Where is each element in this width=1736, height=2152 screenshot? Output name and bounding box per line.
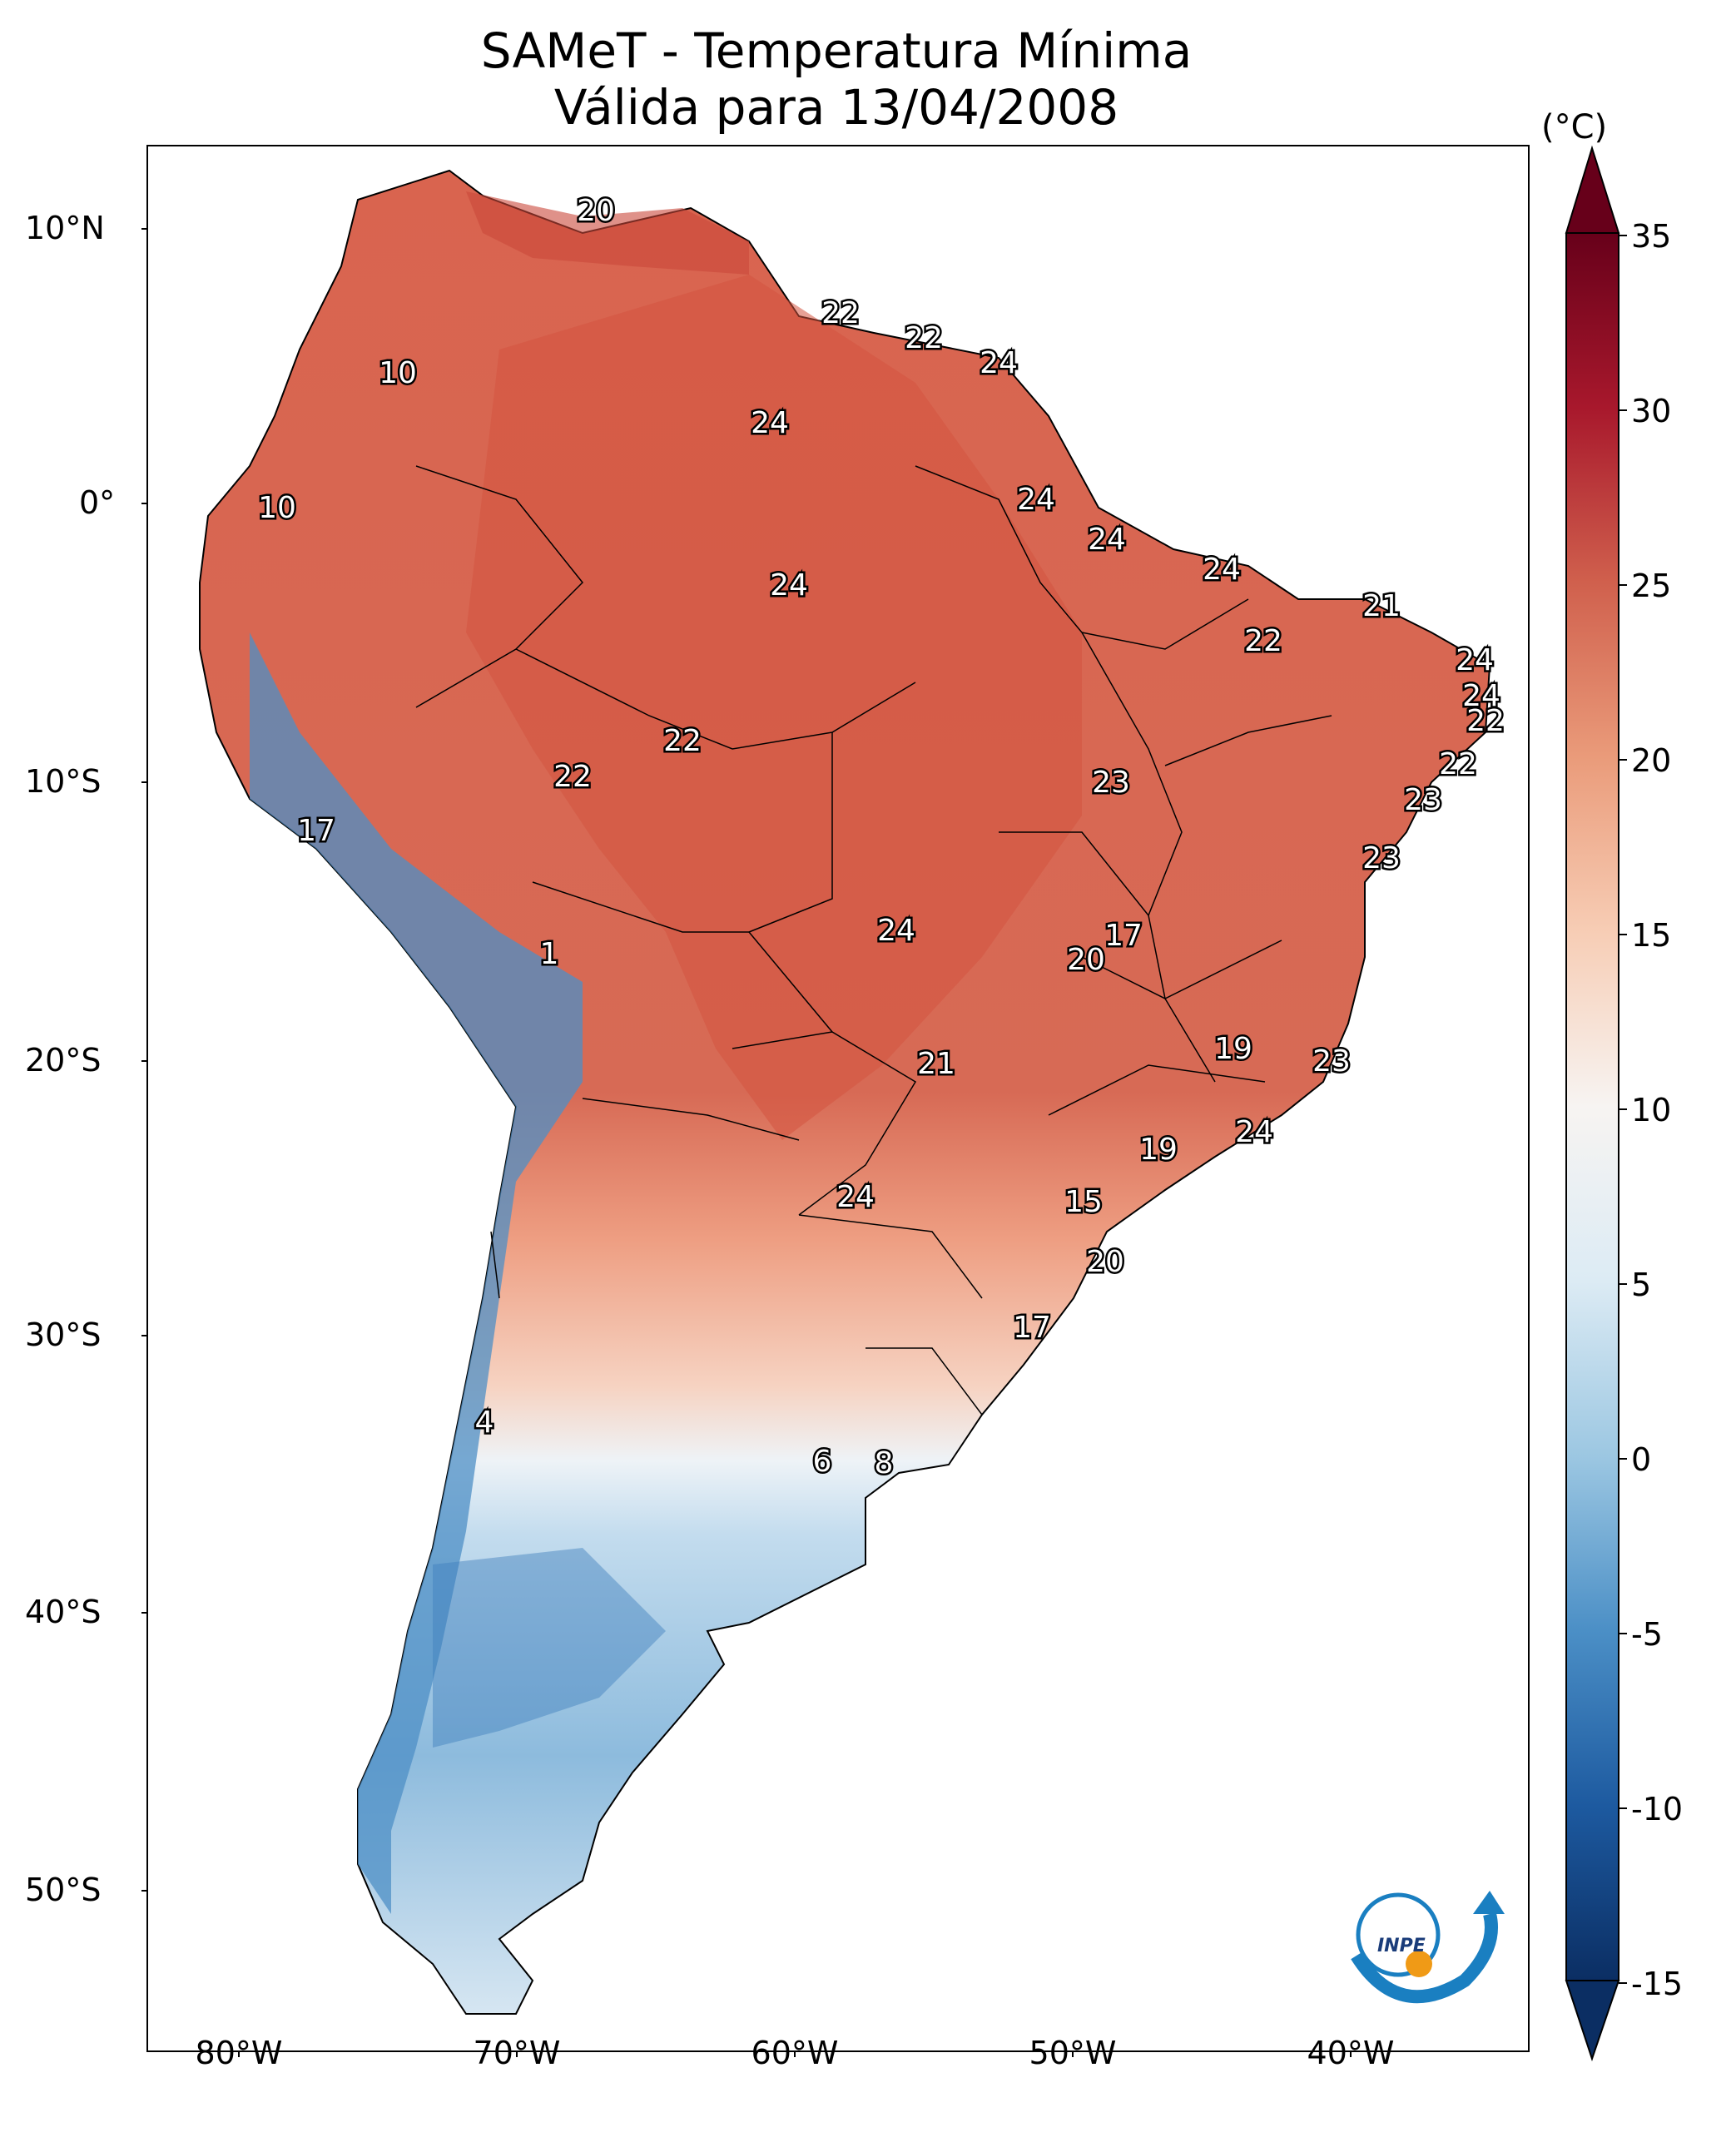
lon-label: 50°W	[1029, 2035, 1117, 2071]
temperature-label: 21	[917, 1047, 955, 1081]
logo-text: INPE	[1377, 1936, 1426, 1956]
logo-ring	[1356, 1892, 1441, 1977]
temperature-label: 22	[905, 321, 943, 355]
temperature-label: 24	[1203, 553, 1241, 587]
temperature-label: 4	[475, 1406, 494, 1440]
lat-label: 50°S	[25, 1872, 102, 1908]
temperature-label: 23	[1362, 841, 1401, 875]
colorbar-tick-label: 30	[1631, 393, 1672, 429]
patagonia-cold-region	[433, 1548, 666, 1748]
lon-label: 40°W	[1307, 2035, 1395, 2071]
logo-dot	[1406, 1951, 1432, 1977]
temperature-label: 21	[1362, 589, 1401, 623]
temperature-label: 20	[577, 194, 615, 228]
temperature-label: 17	[1104, 919, 1143, 953]
lat-label: 30°S	[25, 1316, 102, 1353]
colorbar-unit: (°C)	[1541, 108, 1608, 146]
temperature-label: 10	[379, 356, 417, 390]
colorbar-tick-label: 10	[1631, 1092, 1672, 1128]
lon-label: 80°W	[195, 2035, 283, 2071]
logo-swoosh	[1351, 1912, 1498, 2004]
colorbar-tick-label: -5	[1631, 1616, 1663, 1653]
temperature-label: 15	[1064, 1185, 1103, 1219]
temperature-label: 24	[1088, 523, 1126, 557]
lon-label: 60°W	[751, 2035, 839, 2071]
lat-label: 10°S	[25, 763, 102, 800]
lat-label: 20°S	[25, 1042, 102, 1078]
colorbar-tick-label: 25	[1631, 568, 1672, 604]
temperature-label: 20	[1067, 943, 1105, 977]
temperature-label: 17	[297, 814, 335, 848]
temperature-label: 24	[1456, 643, 1494, 677]
temperature-label: 24	[770, 568, 808, 602]
temperature-label: 22	[1466, 704, 1505, 738]
lat-label: 0°	[79, 484, 116, 521]
temperature-label: 17	[1013, 1311, 1051, 1345]
warm-interior-region	[466, 275, 1082, 1140]
temperature-label: 8	[875, 1446, 894, 1480]
colorbar-top-arrow	[1565, 145, 1620, 234]
temperature-label: 24	[980, 346, 1018, 380]
temperature-label: 23	[1312, 1044, 1351, 1078]
temperature-label: 10	[258, 491, 296, 525]
country-borders	[415, 465, 1332, 1416]
temperature-label: 24	[1017, 483, 1055, 517]
temperature-label: 19	[1139, 1133, 1178, 1167]
caribbean-warm-region	[466, 191, 749, 275]
logo-arrow	[1473, 1891, 1505, 1914]
colorbar-tick-label: 15	[1631, 917, 1672, 954]
map-title: SAMeT - Temperatura Mínima	[480, 22, 1193, 79]
temperature-label: 22	[1439, 747, 1477, 781]
lat-label: 40°S	[25, 1594, 102, 1630]
colorbar-tick-label: 0	[1631, 1441, 1652, 1478]
andes-cold-band	[250, 632, 583, 1914]
colorbar-tick-label: -15	[1631, 1966, 1684, 2002]
inpe-logo: INPE	[1351, 1891, 1505, 2004]
colorbar-gradient	[1565, 232, 1619, 1981]
temperature-label: 22	[553, 760, 592, 794]
colorbar-bottom-arrow	[1565, 1980, 1620, 2062]
temperature-label: 24	[1235, 1115, 1273, 1149]
temperature-label: 19	[1214, 1032, 1252, 1066]
temperature-label: 24	[877, 914, 915, 948]
colorbar-tick-label: -10	[1631, 1791, 1684, 1827]
temperature-label: 22	[663, 724, 702, 758]
map-subtitle: Válida para 13/04/2008	[553, 79, 1119, 136]
colorbar	[1565, 145, 1627, 2062]
temperature-label: 23	[1404, 783, 1442, 817]
lat-label: 10°N	[25, 210, 105, 246]
colorbar-tick-label: 20	[1631, 742, 1672, 779]
temperature-label: 23	[1092, 766, 1130, 800]
temperature-label: 22	[821, 296, 860, 330]
temperature-label: 6	[813, 1445, 832, 1479]
colorbar-tick-label: 35	[1631, 218, 1672, 255]
temperature-label: 24	[751, 406, 789, 440]
temperature-label: 1	[540, 937, 559, 971]
temperature-label: 24	[1462, 679, 1500, 713]
colorbar-tick-label: 5	[1631, 1267, 1652, 1303]
axis-ticks	[141, 228, 1352, 2057]
temperature-label: 22	[1244, 624, 1282, 658]
temperature-label: 20	[1086, 1245, 1124, 1279]
lon-label: 70°W	[473, 2035, 561, 2071]
temperature-label: 24	[836, 1180, 875, 1214]
